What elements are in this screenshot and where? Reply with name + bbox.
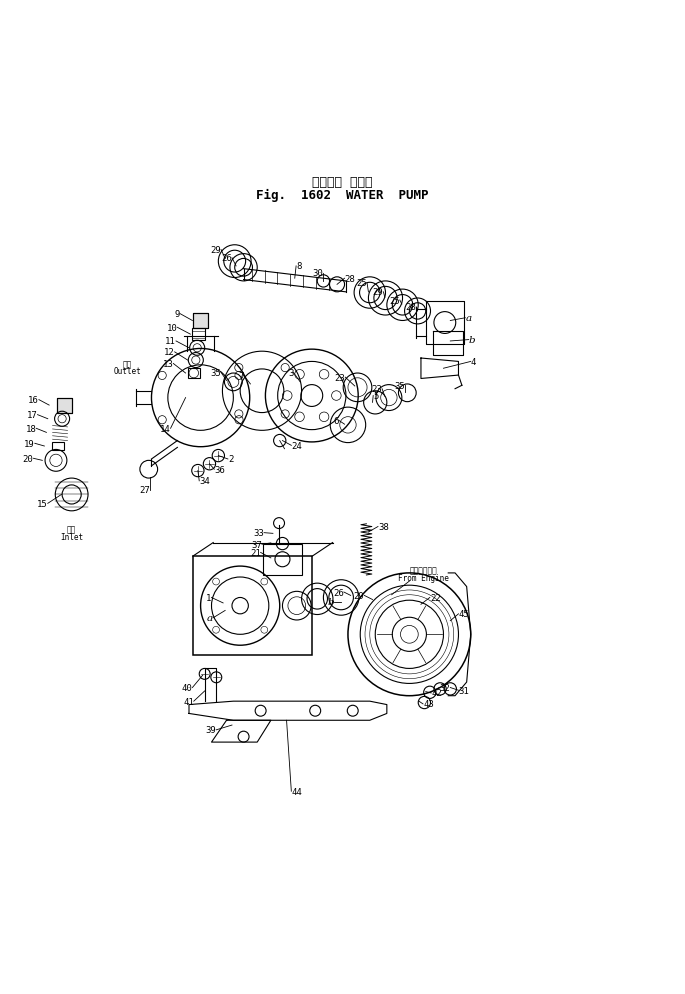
Text: Outlet: Outlet [114, 367, 142, 376]
Text: 14: 14 [160, 424, 171, 433]
Bar [51, 442, 64, 451]
Text: a: a [207, 614, 213, 623]
Bar [192, 329, 206, 341]
Text: b: b [469, 336, 475, 345]
Bar [57, 399, 72, 414]
Text: 31: 31 [458, 686, 469, 695]
Text: 24: 24 [291, 441, 302, 450]
Text: 1: 1 [206, 593, 212, 602]
Polygon shape [189, 702, 387, 721]
Text: 23: 23 [334, 373, 345, 383]
Text: ウォータ  ポンプ: ウォータ ポンプ [312, 176, 373, 189]
Text: 7: 7 [238, 371, 244, 380]
Text: From Engine: From Engine [397, 573, 449, 581]
Text: 29: 29 [353, 591, 364, 600]
Text: 43: 43 [423, 700, 434, 709]
Text: 30: 30 [312, 269, 323, 278]
Text: 13: 13 [162, 360, 173, 369]
Bar [193, 314, 208, 329]
Text: 23: 23 [371, 385, 382, 394]
Text: 39: 39 [206, 726, 216, 735]
Text: 26: 26 [333, 587, 344, 597]
Text: 18: 18 [25, 424, 36, 433]
Text: 8: 8 [296, 262, 301, 271]
Text: 28: 28 [345, 274, 356, 283]
Text: 20: 20 [23, 454, 34, 463]
Text: 出口: 出口 [123, 360, 132, 369]
Text: 33: 33 [253, 529, 264, 538]
Text: 25: 25 [389, 296, 400, 305]
Text: 2: 2 [228, 455, 234, 464]
Text: 36: 36 [214, 465, 225, 474]
Text: 3: 3 [288, 369, 293, 378]
Bar [57, 399, 72, 414]
Text: 41: 41 [183, 697, 194, 706]
Text: 27: 27 [139, 486, 150, 495]
Text: 37: 37 [251, 540, 262, 550]
Text: a: a [465, 314, 471, 323]
Text: Inlet: Inlet [60, 532, 83, 541]
Text: 35: 35 [395, 382, 406, 391]
Text: 44: 44 [291, 787, 302, 796]
Text: 21: 21 [250, 549, 260, 558]
Text: Fig.  1602  WATER  PUMP: Fig. 1602 WATER PUMP [256, 189, 429, 203]
Bar [192, 557, 312, 655]
Text: 16: 16 [28, 396, 39, 405]
Text: 34: 34 [199, 477, 210, 486]
Text: 29: 29 [210, 246, 221, 254]
Text: 32: 32 [439, 683, 450, 693]
Text: 5: 5 [373, 392, 379, 401]
Text: 入口: 入口 [67, 525, 76, 534]
Text: 35: 35 [210, 369, 221, 378]
Text: 26: 26 [221, 253, 232, 263]
Text: 22: 22 [429, 593, 440, 602]
Text: 19: 19 [24, 439, 35, 448]
Text: 4: 4 [471, 358, 476, 367]
Text: 12: 12 [164, 348, 175, 357]
Text: 17: 17 [27, 411, 38, 419]
Text: 38: 38 [378, 523, 388, 532]
Text: 25: 25 [356, 279, 367, 288]
Text: 29: 29 [373, 288, 384, 297]
Text: 11: 11 [165, 337, 176, 346]
Text: 42: 42 [431, 689, 442, 698]
Text: エンジンから: エンジンから [409, 566, 437, 575]
Text: 6: 6 [333, 416, 338, 425]
Text: 40: 40 [182, 683, 192, 693]
Text: 45: 45 [458, 609, 469, 618]
Bar [262, 545, 302, 576]
Polygon shape [212, 721, 271, 743]
Text: 9: 9 [175, 310, 180, 319]
Text: 15: 15 [37, 499, 48, 508]
Text: 10: 10 [166, 323, 177, 332]
Text: b: b [327, 597, 334, 606]
Text: 28: 28 [406, 303, 416, 312]
Bar [188, 369, 200, 379]
Bar [193, 314, 208, 329]
